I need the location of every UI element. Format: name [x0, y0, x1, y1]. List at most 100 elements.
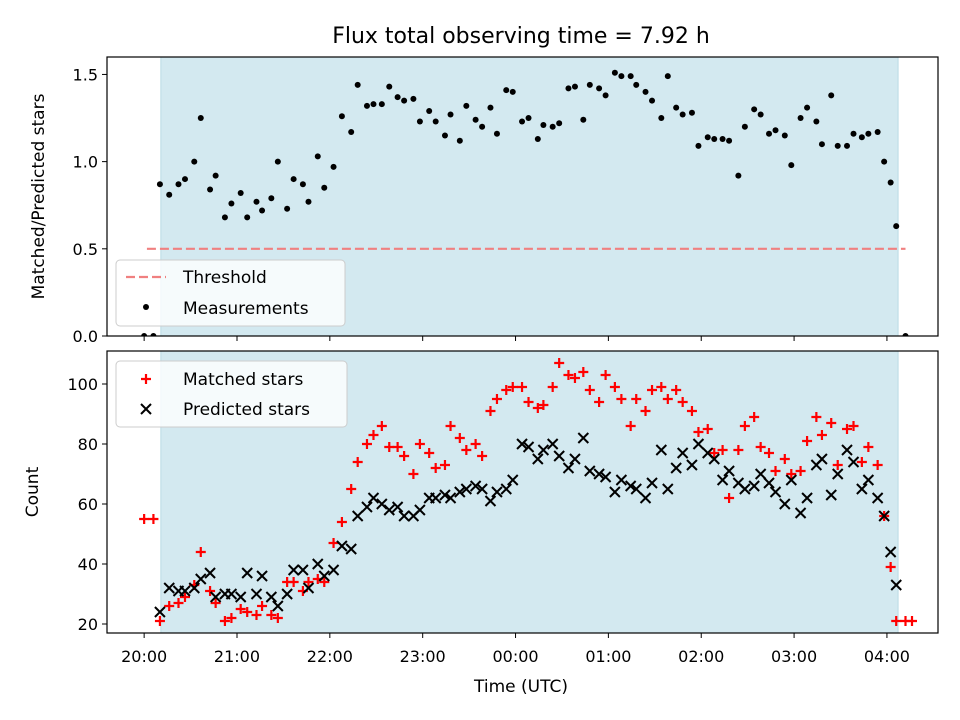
measurement-point [441, 132, 448, 139]
measurement-point [719, 135, 726, 142]
predicted-star-point [841, 444, 853, 456]
matched-star-point [424, 448, 435, 458]
predicted-star-point [361, 501, 373, 513]
count-ytick-label: 20 [78, 615, 98, 634]
matched-star-point [139, 514, 150, 524]
measurement-point [244, 214, 251, 221]
matched-star-point [346, 484, 357, 494]
matched-legend-label: Matched stars [183, 370, 303, 390]
matched-legend-swatch [141, 374, 151, 384]
measurement-point [850, 130, 857, 137]
measurement-point [704, 134, 711, 141]
predicted-star-point [287, 564, 300, 576]
count-panel: 20 40 60 80 100 20:00 21:00 22:00 23:00 00:00 01:0… [23, 350, 939, 666]
matched-star-point [485, 406, 496, 416]
predicted-star-point [391, 501, 404, 513]
predicted-star-point [516, 438, 528, 450]
predicted-star-point [562, 462, 575, 474]
measurement-point [378, 101, 385, 108]
ratio-legend: Threshold Measurements [115, 259, 346, 327]
predicted-star-point [884, 546, 897, 558]
predicted-star-point [630, 483, 642, 495]
measurement-point [726, 137, 733, 144]
matched-star-point [179, 592, 190, 602]
predicted-star-point [779, 498, 791, 510]
matched-star-point [361, 439, 372, 449]
predicted-star-point [507, 474, 519, 486]
predicted-star-point [655, 444, 668, 456]
measurement-point [156, 181, 163, 188]
predicted-star-point [708, 453, 720, 465]
predicted-star-point [522, 441, 535, 453]
matched-star-point [842, 424, 853, 434]
predicted-star-point [345, 543, 357, 555]
measurement-point [893, 223, 900, 230]
matched-star-point [336, 517, 347, 527]
predicted-star-point [816, 453, 828, 465]
measurements-legend-label: Measurements [183, 299, 309, 319]
matched-star-point [795, 466, 806, 476]
measurement-point [338, 113, 345, 120]
matched-star-point [609, 382, 620, 392]
predicted-star-point [871, 492, 884, 504]
measurement-point [580, 116, 587, 123]
predicted-star-point [460, 483, 473, 495]
measurement-point [751, 106, 758, 113]
measurement-point [503, 87, 510, 94]
measurement-point [865, 130, 872, 137]
matched-star-point [154, 616, 165, 626]
predicted-star-point [454, 486, 466, 498]
predicted-star-point [234, 591, 247, 603]
measurement-point [881, 158, 888, 165]
matched-star-point [501, 385, 512, 395]
predicted-star-point [225, 588, 238, 600]
predicted-star-point [376, 498, 388, 510]
matched-star-point [173, 598, 184, 608]
predicted-star-point [500, 483, 512, 495]
ratio-axes-frame [106, 56, 939, 337]
predicted-star-point [484, 495, 497, 507]
measurement-point [416, 118, 423, 125]
matched-star-point [439, 460, 450, 470]
predicted-star-point [890, 579, 902, 591]
predicted-star-point [429, 492, 442, 504]
matched-star-point [826, 418, 837, 428]
count-y-axis-label: Count [23, 466, 43, 517]
count-ytick-label: 40 [78, 555, 98, 574]
matched-star-point [470, 439, 481, 449]
predicted-star-point [318, 570, 330, 582]
predicted-star-point [639, 492, 652, 504]
measurement-point [191, 158, 198, 165]
matched-star-point [693, 427, 704, 437]
predicted-star-point [444, 492, 457, 504]
matched-star-point [616, 394, 627, 404]
predicted-star-point [179, 585, 191, 597]
matched-star-point [848, 421, 859, 431]
matched-star-point [226, 613, 237, 623]
measurement-point [228, 200, 235, 207]
measurement-point [259, 207, 266, 214]
matched-star-point [677, 397, 688, 407]
measurement-point [658, 115, 665, 122]
predicted-star-point [676, 447, 689, 459]
measurement-point [456, 137, 463, 144]
predicted-star-point [297, 564, 309, 576]
predicted-star-point [599, 471, 612, 483]
matched-star-point [739, 421, 750, 431]
measurement-point [253, 198, 260, 205]
measurement-point [207, 186, 214, 193]
predicted-star-point [209, 591, 222, 603]
predicted-star-point [624, 480, 637, 492]
predicted-star-point [670, 462, 682, 474]
measurement-point [290, 176, 297, 183]
measurement-point [274, 158, 281, 165]
measurement-point [633, 81, 640, 88]
predicted-star-point [367, 492, 380, 504]
measurement-point [711, 135, 718, 142]
predicted-star-point [272, 600, 284, 612]
predicted-star-point [414, 504, 426, 516]
predicted-star-point [862, 474, 875, 486]
measurement-point [181, 176, 188, 183]
predicted-star-point [241, 567, 253, 579]
matched-star-point [907, 616, 918, 626]
